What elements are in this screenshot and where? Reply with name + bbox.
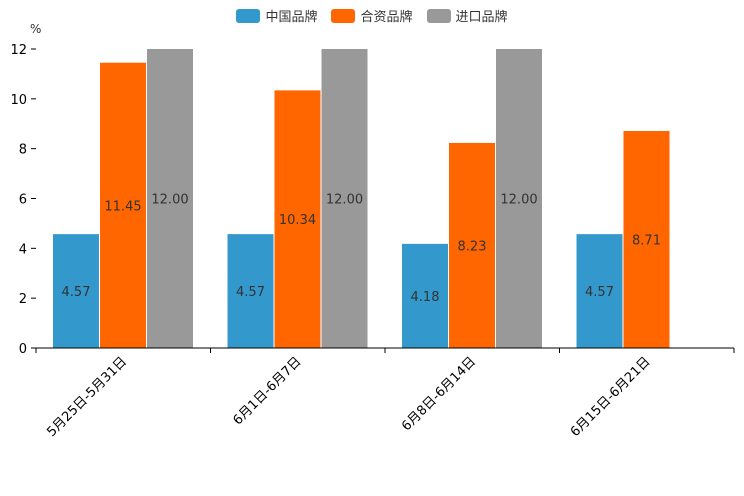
bar <box>576 234 623 348</box>
bar <box>402 243 448 348</box>
bar <box>227 234 274 348</box>
bar <box>53 234 99 348</box>
y-axis-unit: % <box>30 22 42 36</box>
bar-value-label: 8.71 <box>632 233 661 248</box>
legend-label-joint-venture-brand: 合资品牌 <box>360 10 413 25</box>
bar <box>496 49 542 348</box>
bar-value-label: 10.34 <box>279 213 316 228</box>
bar-value-label: 12.00 <box>151 193 188 208</box>
x-tick-label: 6月1日-6月7日 <box>230 354 304 428</box>
bar <box>623 130 670 348</box>
bar <box>147 49 193 348</box>
y-tick-label: 12 <box>10 43 27 58</box>
x-tick-label: 6月8日-6月14日 <box>399 354 479 434</box>
bar <box>274 90 321 348</box>
bar <box>321 49 368 348</box>
bar-value-label: 8.23 <box>458 239 487 254</box>
legend: 中国品牌 合资品牌 进口品牌 <box>0 6 744 25</box>
bar-value-label: 11.45 <box>104 199 141 214</box>
y-tick-label: 4 <box>19 242 27 257</box>
legend-label-imported-brand: 进口品牌 <box>455 10 508 25</box>
legend-swatch-imported-brand <box>426 8 451 23</box>
legend-item-china-brand[interactable]: 中国品牌 <box>236 6 317 25</box>
bar-value-label: 4.57 <box>585 285 614 300</box>
x-tick-label: 5月25日-5月31日 <box>44 354 130 440</box>
legend-label-china-brand: 中国品牌 <box>265 10 318 25</box>
bar <box>100 62 146 349</box>
x-tick-label: 6月15日-6月21日 <box>568 354 654 440</box>
bar-value-label: 12.00 <box>500 193 537 208</box>
bar-value-label: 4.57 <box>62 285 91 300</box>
legend-item-joint-venture-brand[interactable]: 合资品牌 <box>331 6 413 25</box>
y-tick-label: 6 <box>19 193 27 208</box>
y-tick-label: 2 <box>19 292 27 307</box>
legend-item-imported-brand[interactable]: 进口品牌 <box>426 6 508 25</box>
y-tick-label: 8 <box>19 143 27 158</box>
bar-value-label: 12.00 <box>326 193 363 208</box>
bar-value-label: 4.57 <box>236 285 265 300</box>
bar <box>449 142 495 348</box>
bar-value-label: 4.18 <box>411 290 440 305</box>
y-tick-label: 10 <box>10 93 27 108</box>
y-tick-label: 0 <box>19 342 27 357</box>
legend-swatch-joint-venture-brand <box>331 8 356 23</box>
legend-swatch-china-brand <box>236 8 261 23</box>
